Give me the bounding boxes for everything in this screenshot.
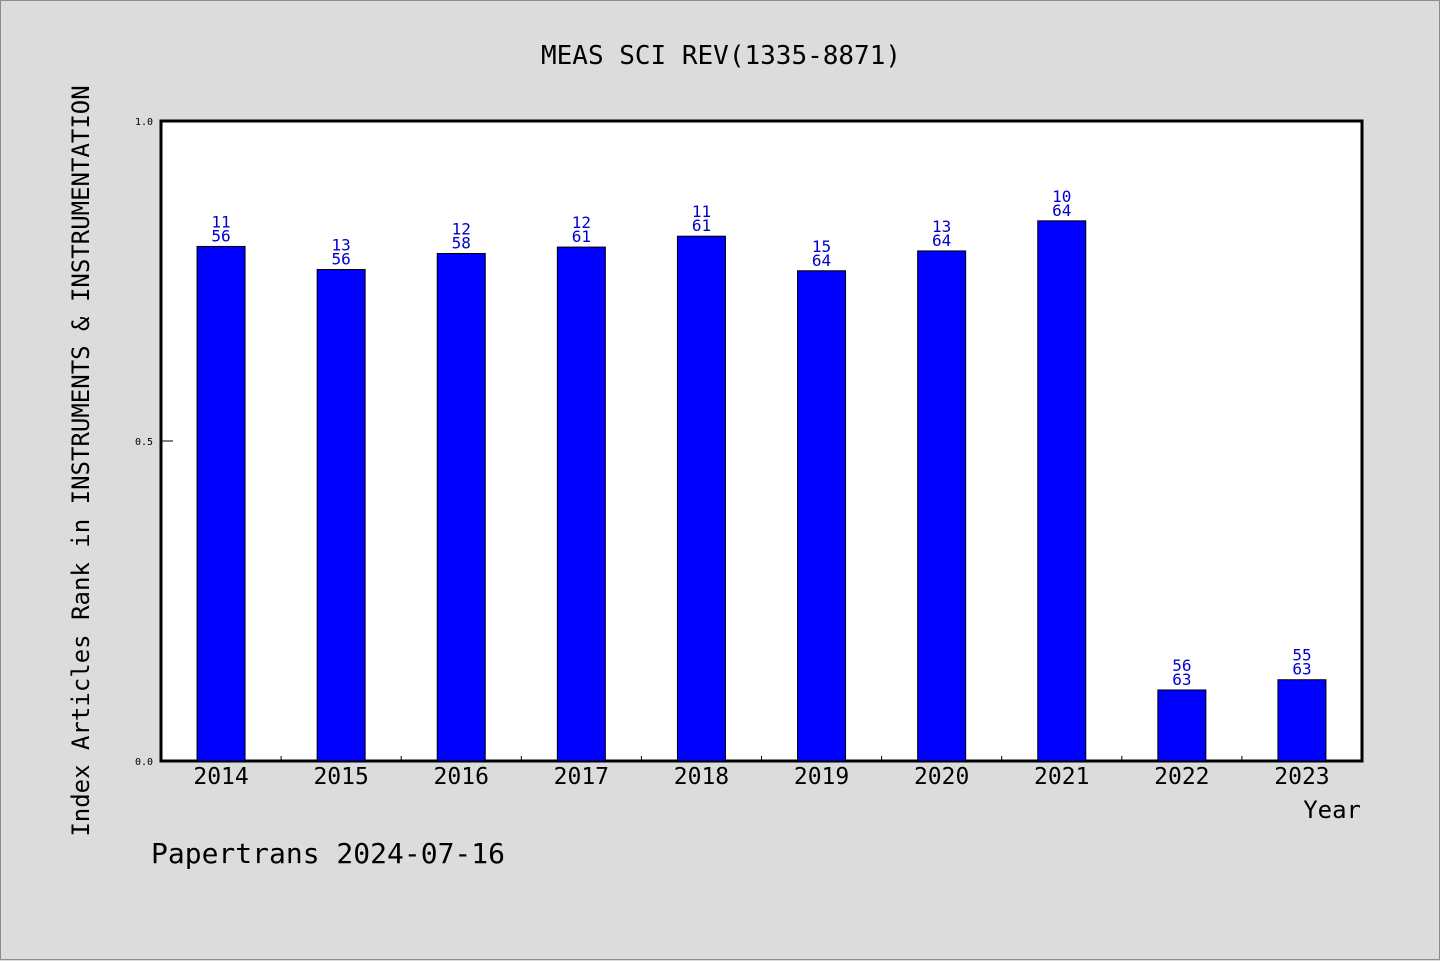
x-tick-label-2023: 2023 <box>1274 764 1329 790</box>
bar-label-rank-2018: 11 <box>692 202 711 221</box>
x-tick-label-2014: 2014 <box>193 764 248 790</box>
x-tick-label-2020: 2020 <box>914 764 969 790</box>
bar-label-rank-2020: 13 <box>932 217 951 236</box>
chart-title: MEAS SCI REV(1335-8871) <box>541 41 901 71</box>
bar-label-rank-2023: 55 <box>1292 646 1311 665</box>
y-tick-label-1.0: 1.0 <box>135 117 153 128</box>
x-tick-label-2017: 2017 <box>554 764 609 790</box>
x-tick-label-2021: 2021 <box>1034 764 1089 790</box>
bar-label-rank-2022: 56 <box>1172 656 1191 675</box>
y-tick-label-0.5: 0.5 <box>135 437 153 448</box>
bar-label-total-2019: 64 <box>812 251 831 270</box>
x-tick-label-2015: 2015 <box>313 764 368 790</box>
bar-2016 <box>436 252 486 762</box>
x-axis-label: Year <box>1303 796 1361 824</box>
bar-label-total-2021: 64 <box>1052 201 1071 220</box>
bar-label-total-2017: 61 <box>572 227 591 246</box>
bar-label-total-2023: 63 <box>1292 660 1311 679</box>
x-tick-label-2022: 2022 <box>1154 764 1209 790</box>
bar-label-rank-2014: 11 <box>211 212 230 231</box>
bar-2019 <box>797 270 847 762</box>
bar-2022 <box>1157 689 1207 762</box>
bar-label-total-2015: 56 <box>332 249 351 268</box>
x-tick-label-2019: 2019 <box>794 764 849 790</box>
ticks-layer: 2014 2015 2016 2017 2018 2019 2020 2021 2022 2023… <box>135 117 1330 790</box>
x-tick-label-2018: 2018 <box>674 764 729 790</box>
bar-2015 <box>316 268 366 762</box>
y-tick-label-0.0: 0.0 <box>135 757 153 768</box>
bar-label-total-2016: 58 <box>452 233 471 252</box>
bar-label-total-2022: 63 <box>1172 670 1191 689</box>
bar-label-rank-2016: 12 <box>452 219 471 238</box>
bar-label-total-2020: 64 <box>932 231 951 250</box>
bar-label-rank-2019: 15 <box>812 237 831 256</box>
bar-2023 <box>1277 679 1327 762</box>
footer-credit: Papertrans 2024-07-16 <box>151 837 505 870</box>
bar-label-rank-2015: 13 <box>332 235 351 254</box>
bar-2021 <box>1037 220 1087 762</box>
y-axis-label: Index Articles Rank in INSTRUMENTS & INS… <box>67 85 95 836</box>
bar-2017 <box>556 246 606 762</box>
bar-label-total-2014: 56 <box>211 226 230 245</box>
bar-label-rank-2021: 10 <box>1052 187 1071 206</box>
bar-2020 <box>917 250 967 762</box>
bar-label-rank-2017: 12 <box>572 213 591 232</box>
bar-label-total-2018: 61 <box>692 216 711 235</box>
bar-2018 <box>676 235 726 762</box>
x-tick-label-2016: 2016 <box>434 764 489 790</box>
bar-2014 <box>196 245 246 762</box>
